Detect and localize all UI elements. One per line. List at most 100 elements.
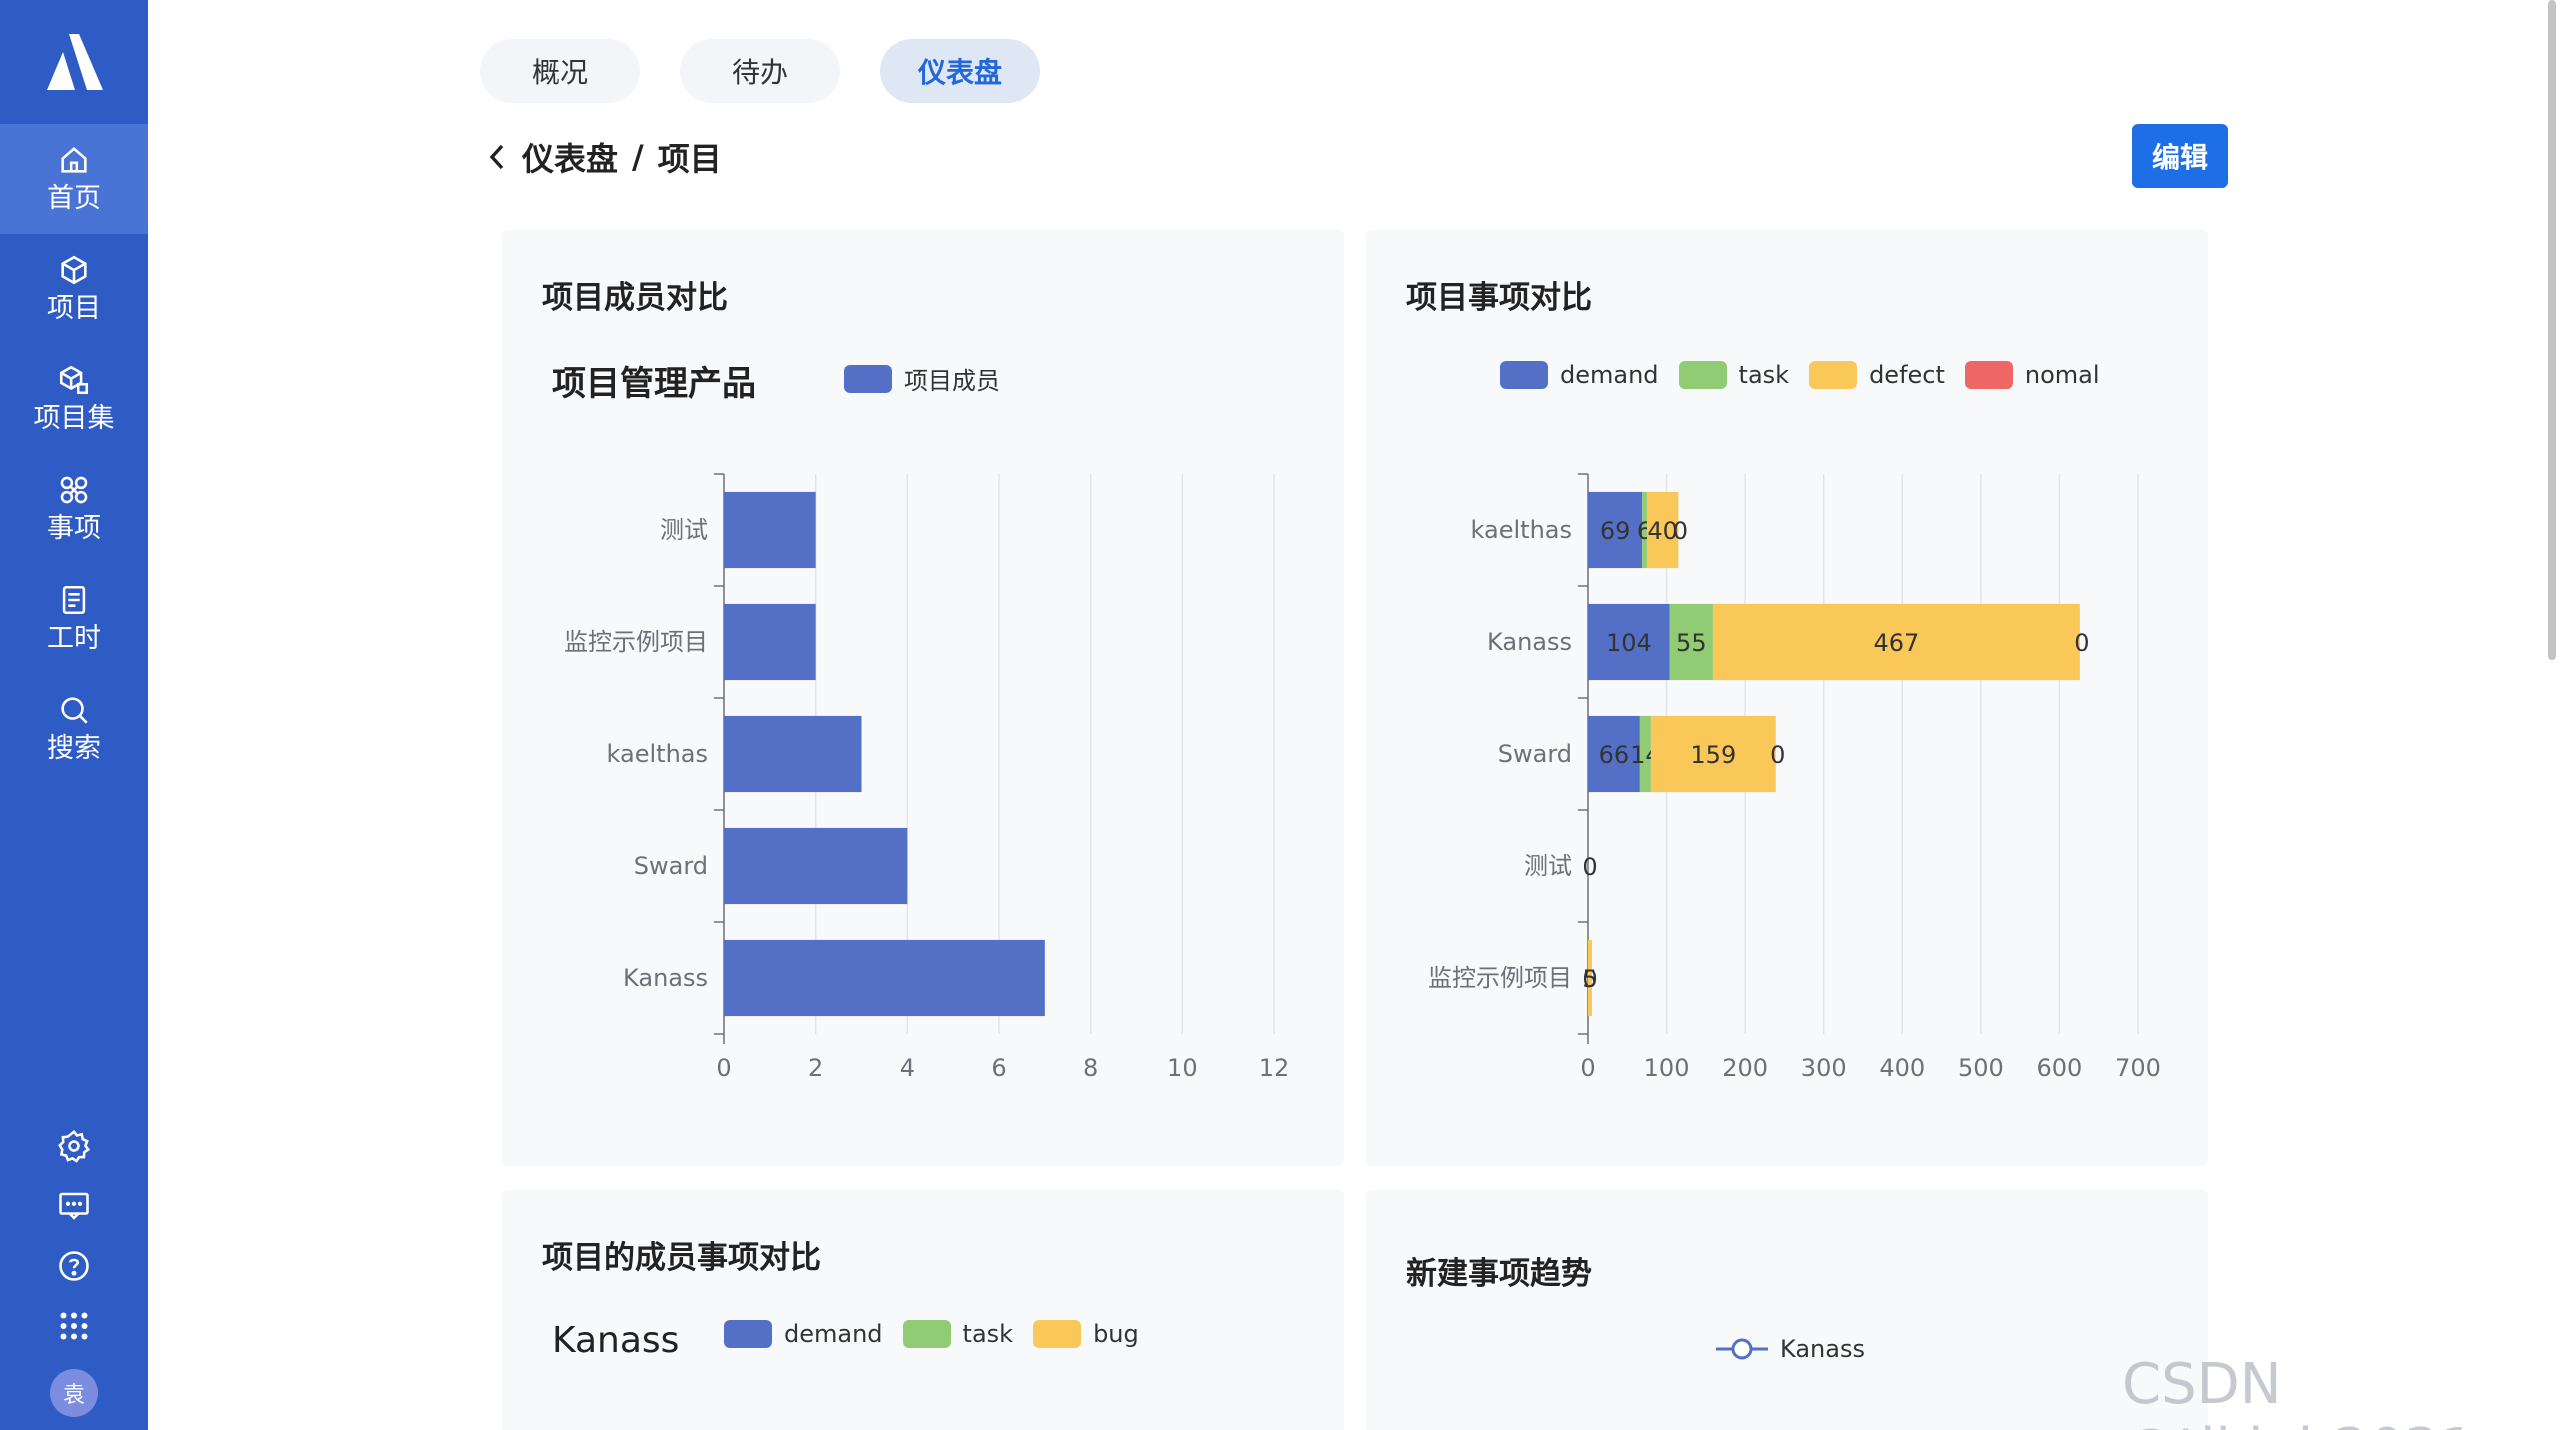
trend-chart-card: 新建事项趋势 Kanass xyxy=(1366,1190,2208,1430)
legend-item[interactable]: 项目成员 xyxy=(844,361,1000,396)
sidebar-item-label: 事项 xyxy=(47,513,101,544)
sidebar-item-project[interactable]: 项目 xyxy=(0,234,148,344)
issues-chart-card: 项目事项对比 demand task defect nomal 0 100 200 3… xyxy=(1366,230,2208,1166)
y-tick-label: Kanass xyxy=(1487,628,1572,656)
x-tick-label: 4 xyxy=(900,1054,915,1082)
bar xyxy=(1642,491,1647,569)
legend-label: Kanass xyxy=(1780,1335,1865,1363)
document-icon xyxy=(62,585,86,615)
y-tick-label: Sward xyxy=(1498,740,1572,768)
legend-swatch xyxy=(1964,361,2013,389)
breadcrumb-separator: / xyxy=(632,138,644,176)
tab-todo[interactable]: 待办 xyxy=(680,39,840,103)
user-menu[interactable]: 袁 xyxy=(0,1369,148,1417)
legend-item[interactable]: Kanass xyxy=(1716,1335,1865,1363)
legend-swatch xyxy=(902,1320,951,1348)
card-title: 新建事项趋势 xyxy=(1406,1256,1592,1292)
legend-item[interactable]: bug xyxy=(1033,1320,1139,1348)
legend-item[interactable]: demand xyxy=(1500,361,1659,389)
x-tick-label: 700 xyxy=(2115,1054,2161,1082)
member-issues-chart-card: 项目的成员事项对比 Kanass demand task bug xyxy=(502,1190,1344,1430)
watermark: CSDN @tiklab2021 xyxy=(2122,1352,2476,1430)
data-label: 5 xyxy=(1582,965,1597,993)
data-label: 0 xyxy=(2074,629,2089,657)
x-tick-label: 600 xyxy=(2037,1054,2083,1082)
bar xyxy=(1646,491,1679,569)
help-button[interactable] xyxy=(0,1248,148,1284)
breadcrumb-parent[interactable]: 仪表盘 xyxy=(522,140,619,178)
legend-label: task xyxy=(962,1320,1014,1348)
gear-icon xyxy=(58,1129,91,1163)
message-button[interactable] xyxy=(0,1188,148,1224)
sidebar-item-label: 搜索 xyxy=(47,733,101,764)
legend-label: demand xyxy=(784,1320,883,1348)
y-tick-label: 测试 xyxy=(660,516,708,544)
tab-dashboard[interactable]: 仪表盘 xyxy=(880,39,1040,103)
legend-swatch xyxy=(1033,1320,1082,1348)
legend-label: 项目成员 xyxy=(904,367,1000,395)
legend-item[interactable]: task xyxy=(1678,361,1790,389)
bar xyxy=(1588,491,1643,569)
bar xyxy=(1588,939,1592,1017)
legend-swatch xyxy=(1500,361,1548,389)
logo-icon xyxy=(47,34,103,90)
chart-subtitle: Kanass xyxy=(552,1320,680,1361)
sidebar-item-worktime[interactable]: 工时 xyxy=(0,564,148,674)
page-scrollbar[interactable] xyxy=(2548,0,2556,660)
bar xyxy=(1588,603,1670,681)
y-tick-label: 测试 xyxy=(1524,852,1572,880)
sidebar-item-label: 项目 xyxy=(47,293,101,324)
breadcrumb-current: 项目 xyxy=(657,140,722,178)
avatar: 袁 xyxy=(50,1369,98,1417)
legend-label: nomal xyxy=(2024,361,2100,389)
members-chart-card: 项目成员对比 项目管理产品 项目成员 0 2 4 6 8 10 12 测试 监控示例项目 kael… xyxy=(502,230,1344,1166)
bar xyxy=(724,603,816,681)
legend-item[interactable]: demand xyxy=(724,1320,883,1348)
y-tick-label: kaelthas xyxy=(1471,516,1572,544)
tab-overview[interactable]: 概况 xyxy=(480,39,640,103)
bar xyxy=(1712,603,2080,681)
sidebar-item-search[interactable]: 搜索 xyxy=(0,674,148,784)
y-tick-label: kaelthas xyxy=(607,740,708,768)
sidebar-item-home[interactable]: 首页 xyxy=(0,124,148,234)
x-tick-label: 12 xyxy=(1259,1054,1290,1082)
legend-label: task xyxy=(1738,361,1790,389)
card-title: 项目的成员事项对比 xyxy=(542,1240,821,1276)
x-tick-label: 2 xyxy=(808,1054,823,1082)
home-icon xyxy=(61,146,87,173)
sidebar-nav: 首页 项目 项目集 事项 工时 搜索 xyxy=(0,124,148,784)
legend-label: defect xyxy=(1869,361,1945,389)
apps-button[interactable] xyxy=(0,1308,148,1344)
settings-button[interactable] xyxy=(0,1128,148,1164)
x-tick-label: 6 xyxy=(991,1054,1006,1082)
x-tick-label: 300 xyxy=(1801,1054,1847,1082)
x-tick-label: 0 xyxy=(716,1054,731,1082)
legend-swatch xyxy=(724,1320,772,1348)
apps-grid-icon xyxy=(60,1312,88,1340)
sidebar-item-label: 项目集 xyxy=(33,403,115,434)
x-tick-label: 8 xyxy=(1083,1054,1098,1082)
legend-item[interactable]: task xyxy=(902,1320,1014,1348)
sidebar: 首页 项目 项目集 事项 工时 搜索 xyxy=(0,0,148,1430)
tab-label: 待办 xyxy=(731,56,788,89)
legend-item[interactable]: nomal xyxy=(1964,361,2100,389)
bar xyxy=(724,939,1045,1017)
legend-swatch xyxy=(1809,361,1858,389)
chevron-left-icon[interactable] xyxy=(486,142,508,172)
x-tick-label: 100 xyxy=(1644,1054,1690,1082)
tab-label: 概况 xyxy=(531,56,588,89)
bar xyxy=(724,491,816,569)
x-tick-label: 0 xyxy=(1580,1054,1595,1082)
edit-button[interactable]: 编辑 xyxy=(2132,124,2228,188)
sidebar-item-project-set[interactable]: 项目集 xyxy=(0,344,148,454)
sidebar-item-label: 首页 xyxy=(47,183,101,214)
legend-swatch xyxy=(844,364,892,393)
legend-item[interactable]: defect xyxy=(1809,361,1945,389)
sidebar-item-issues[interactable]: 事项 xyxy=(0,454,148,564)
card-title: 项目事项对比 xyxy=(1406,280,1592,316)
logo[interactable] xyxy=(0,0,148,124)
y-tick-label: Kanass xyxy=(623,964,708,992)
breadcrumb: 仪表盘 / 项目 xyxy=(486,134,722,180)
bar xyxy=(1639,715,1651,793)
